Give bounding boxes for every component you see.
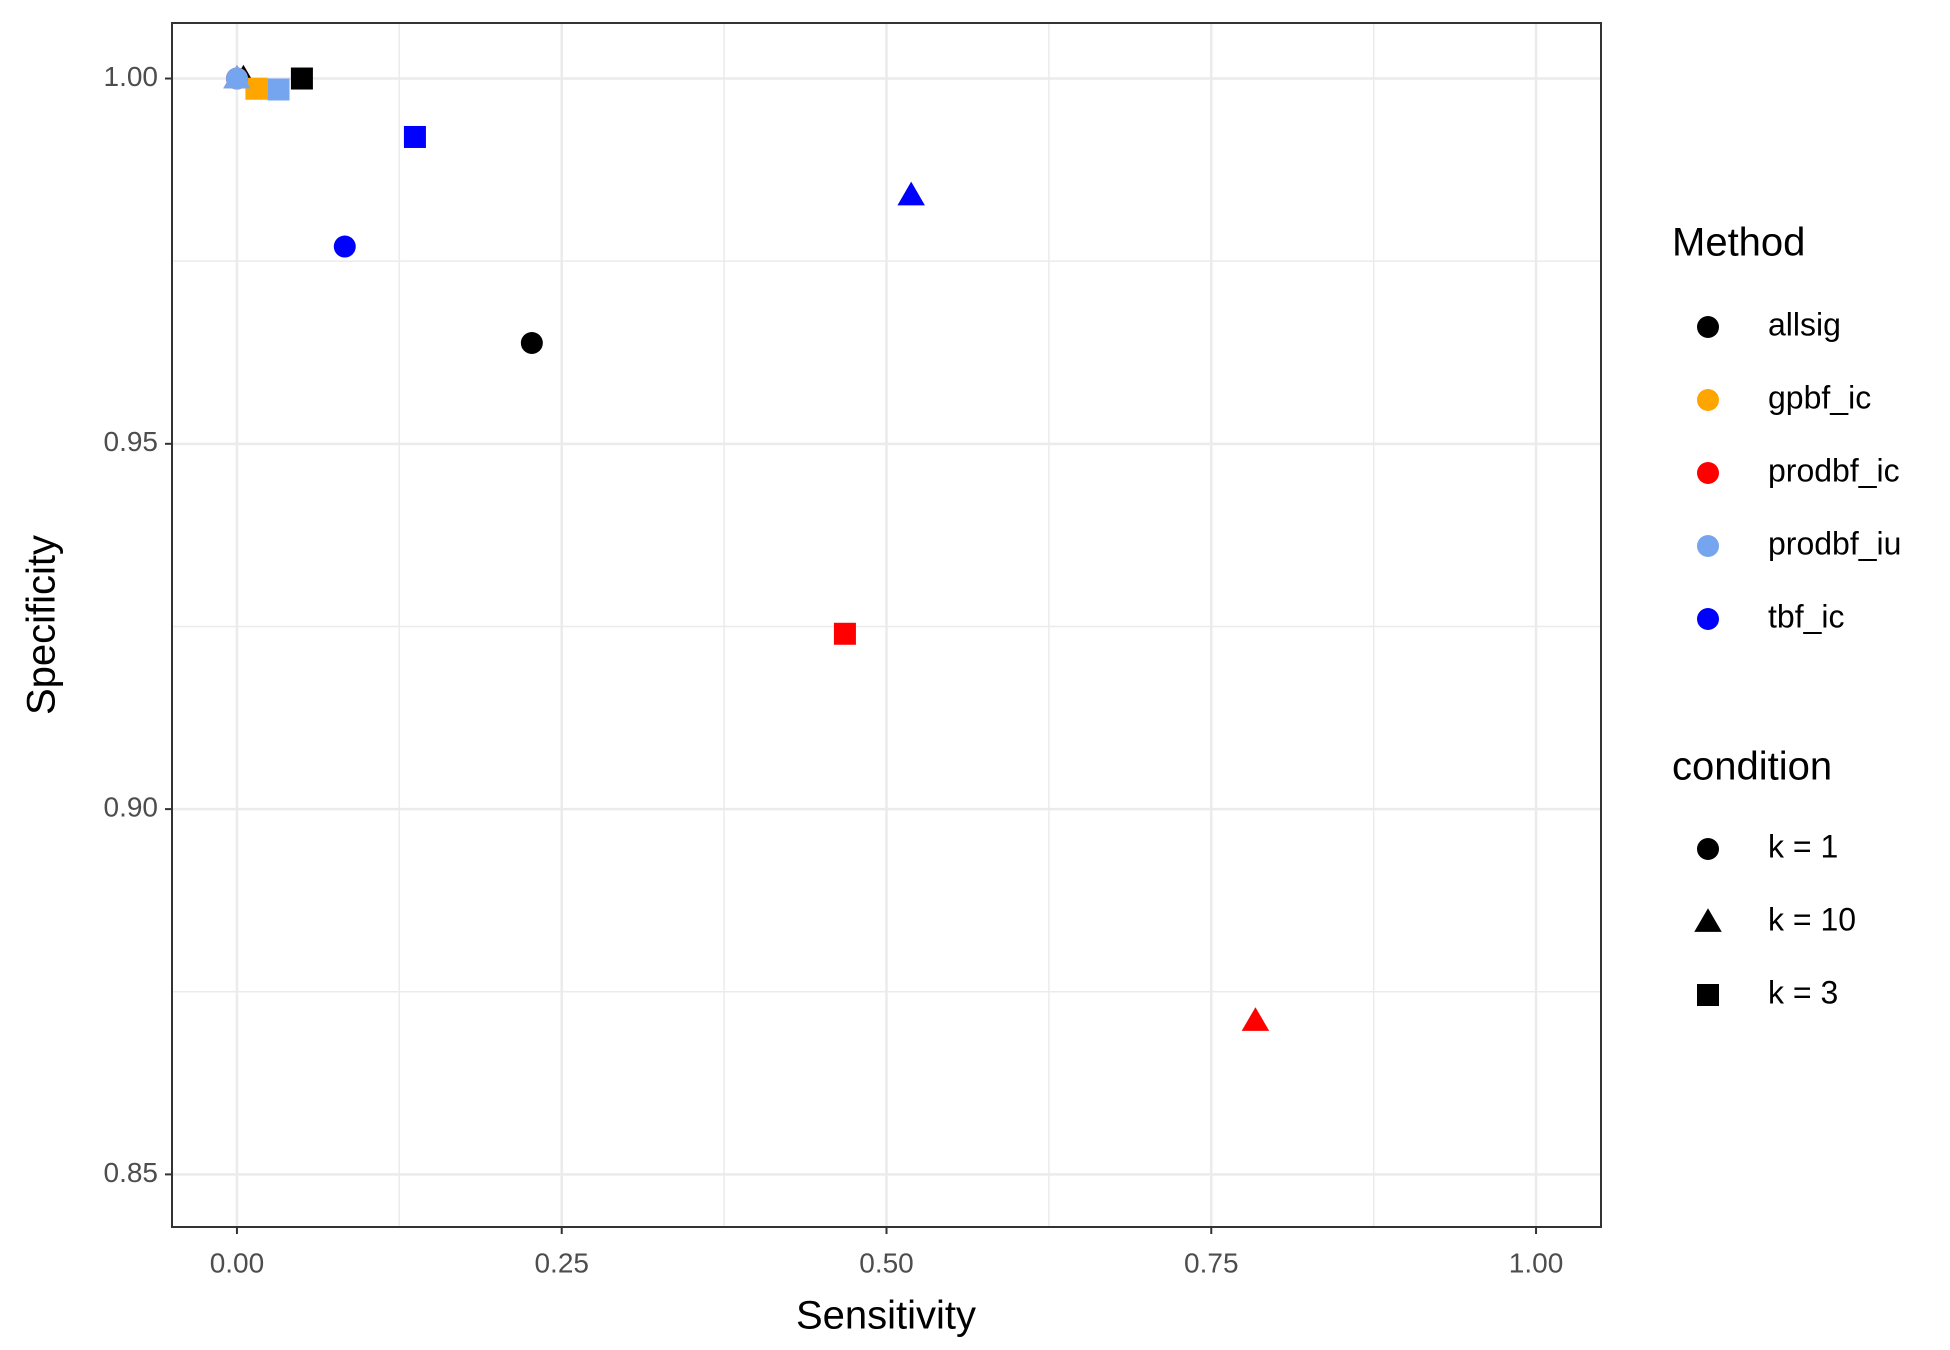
legend-title: condition [1672, 745, 1832, 789]
y-tick-label: 1.00 [104, 61, 159, 92]
legend-label: tbf_ic [1768, 598, 1844, 634]
y-tick-label: 0.95 [104, 426, 159, 457]
x-tick-label: 0.25 [534, 1247, 589, 1278]
legend-label: allsig [1768, 306, 1841, 342]
legend-key [1697, 316, 1719, 338]
point [290, 67, 313, 90]
x-tick-label: 1.00 [1509, 1247, 1564, 1278]
point [333, 235, 356, 258]
point [267, 78, 290, 101]
legend-key [1694, 908, 1722, 932]
point [223, 64, 251, 89]
point [1241, 1007, 1270, 1031]
legend-key [1697, 389, 1719, 411]
point [403, 125, 426, 148]
legend-title: Method [1672, 221, 1805, 265]
legend-label: k = 1 [1768, 828, 1838, 864]
x-tick-label: 0.50 [859, 1247, 914, 1278]
point [897, 181, 925, 206]
grid [172, 23, 1601, 1227]
legend-label: prodbf_iu [1768, 525, 1901, 561]
legend-label: k = 3 [1768, 974, 1838, 1010]
x-tick-label: 0.00 [210, 1247, 265, 1278]
point [245, 77, 268, 100]
legend: allsig gpbf_ic prodbf_ic prodbf_iu tbf_ick =… [1694, 306, 1901, 1010]
x-axis-title: Sensitivity [796, 1294, 976, 1338]
legend-label: gpbf_ic [1768, 379, 1871, 415]
legend-key [1697, 462, 1719, 484]
legend-key [1697, 535, 1719, 557]
points [223, 64, 1270, 1031]
legend-key [1697, 608, 1719, 630]
y-tick-label: 0.90 [104, 791, 159, 822]
legend-label: k = 10 [1768, 901, 1856, 937]
legend-key [1697, 838, 1719, 860]
x-tick-label: 0.75 [1184, 1247, 1239, 1278]
point [833, 622, 856, 645]
point [520, 331, 543, 354]
y-axis-title: Specificity [20, 535, 64, 715]
legend-label: prodbf_ic [1768, 452, 1900, 488]
legend-key [1697, 984, 1719, 1006]
y-tick-label: 0.85 [104, 1157, 159, 1188]
